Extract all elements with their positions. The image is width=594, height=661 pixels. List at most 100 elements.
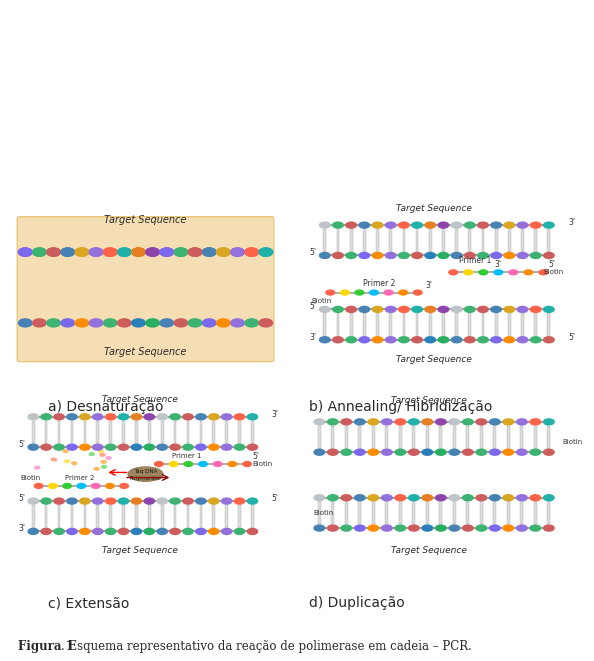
Circle shape	[27, 527, 39, 535]
Text: Target Sequence: Target Sequence	[391, 397, 466, 405]
Bar	[469, 229, 471, 252]
Bar	[372, 426, 375, 449]
Circle shape	[131, 318, 146, 328]
Text: 5': 5'	[568, 332, 575, 342]
Circle shape	[156, 527, 168, 535]
Circle shape	[394, 418, 406, 426]
Bar	[318, 426, 321, 449]
Circle shape	[503, 305, 516, 313]
Circle shape	[313, 524, 326, 532]
Bar	[466, 502, 469, 524]
Circle shape	[358, 336, 370, 344]
Bar	[426, 426, 429, 449]
Bar	[200, 420, 202, 444]
Circle shape	[195, 527, 207, 535]
Circle shape	[244, 247, 259, 257]
Circle shape	[117, 247, 132, 257]
Circle shape	[489, 418, 501, 426]
Circle shape	[354, 524, 366, 532]
Circle shape	[448, 494, 460, 502]
Circle shape	[169, 527, 181, 535]
Circle shape	[60, 318, 75, 328]
Bar	[109, 420, 112, 444]
Bar	[32, 420, 34, 444]
Circle shape	[118, 444, 129, 451]
Circle shape	[143, 413, 155, 420]
Circle shape	[40, 527, 52, 535]
Circle shape	[131, 444, 143, 451]
Circle shape	[66, 413, 78, 420]
Circle shape	[89, 247, 103, 257]
Circle shape	[18, 247, 33, 257]
Bar	[507, 426, 510, 449]
Circle shape	[46, 247, 61, 257]
Text: Biotin: Biotin	[311, 297, 331, 303]
Circle shape	[79, 497, 91, 505]
Circle shape	[367, 494, 380, 502]
Bar	[520, 502, 523, 524]
Circle shape	[105, 456, 112, 460]
Bar	[442, 229, 445, 252]
FancyBboxPatch shape	[17, 217, 274, 362]
Circle shape	[169, 497, 181, 505]
Circle shape	[195, 444, 207, 451]
Bar	[71, 505, 73, 527]
Circle shape	[46, 318, 61, 328]
Circle shape	[319, 252, 331, 259]
Circle shape	[313, 494, 326, 502]
Circle shape	[448, 269, 459, 276]
Circle shape	[354, 449, 366, 456]
Circle shape	[313, 449, 326, 456]
Text: Target Sequence: Target Sequence	[102, 395, 178, 405]
Circle shape	[247, 497, 258, 505]
Circle shape	[371, 252, 384, 259]
Circle shape	[503, 524, 514, 532]
Text: 5': 5'	[18, 494, 25, 503]
Circle shape	[103, 247, 118, 257]
Bar	[213, 420, 215, 444]
Circle shape	[131, 497, 143, 505]
Circle shape	[169, 461, 179, 467]
Circle shape	[529, 418, 541, 426]
Circle shape	[101, 465, 108, 469]
Circle shape	[188, 247, 203, 257]
Bar	[376, 229, 379, 252]
Circle shape	[173, 247, 188, 257]
Bar	[122, 420, 125, 444]
Circle shape	[156, 444, 168, 451]
Ellipse shape	[129, 467, 162, 481]
Circle shape	[358, 252, 370, 259]
Bar	[480, 426, 483, 449]
Circle shape	[503, 418, 514, 426]
Text: Taq DNA
Polymerase: Taq DNA Polymerase	[129, 469, 162, 481]
Circle shape	[523, 269, 533, 276]
Circle shape	[34, 483, 43, 489]
Circle shape	[173, 247, 188, 257]
Circle shape	[221, 527, 232, 535]
Circle shape	[143, 444, 155, 451]
Circle shape	[195, 497, 207, 505]
Circle shape	[371, 221, 384, 229]
Text: Primer 2: Primer 2	[65, 475, 94, 481]
Circle shape	[32, 247, 47, 257]
Circle shape	[64, 459, 70, 463]
Text: Target Sequence: Target Sequence	[396, 204, 472, 213]
Circle shape	[131, 247, 146, 257]
Circle shape	[411, 252, 423, 259]
Circle shape	[98, 449, 104, 453]
Circle shape	[421, 449, 434, 456]
Circle shape	[145, 318, 160, 328]
Bar	[161, 505, 163, 527]
Circle shape	[340, 418, 352, 426]
Circle shape	[530, 221, 542, 229]
Circle shape	[99, 453, 106, 457]
Circle shape	[118, 527, 129, 535]
Bar	[318, 502, 321, 524]
Bar	[482, 229, 484, 252]
Circle shape	[145, 247, 160, 257]
Circle shape	[202, 247, 217, 257]
Circle shape	[230, 318, 245, 328]
Bar	[455, 229, 458, 252]
Circle shape	[490, 305, 502, 313]
Circle shape	[408, 494, 420, 502]
